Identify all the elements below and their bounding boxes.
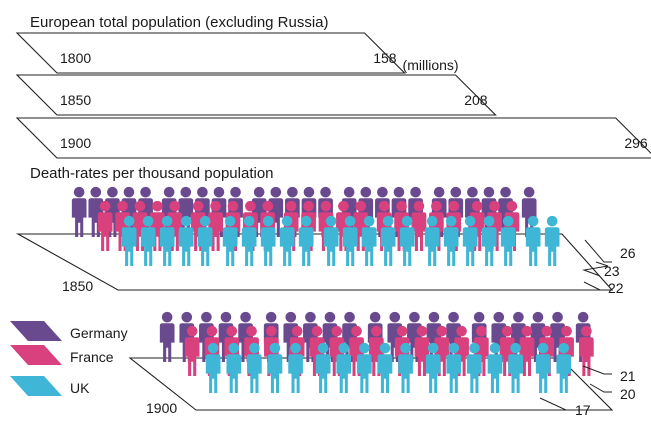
person-icon-france <box>184 325 200 376</box>
person-icon-uk <box>399 215 415 266</box>
value-step-line <box>582 365 612 375</box>
death-rate-value-label: 26 <box>620 245 636 261</box>
person-icon-uk <box>288 342 303 393</box>
person-icon-uk <box>205 342 221 393</box>
death-rate-title: Death-rates per thousand population <box>30 165 274 182</box>
legend-swatch-france <box>10 345 62 365</box>
death-rate-value-label: 21 <box>620 368 636 384</box>
person-icon-uk <box>361 215 377 266</box>
person-icon-uk <box>357 342 372 393</box>
person-icon-uk <box>481 215 497 266</box>
population-value-label: 158 <box>373 50 397 66</box>
person-icon-france <box>579 325 594 376</box>
person-icon-uk <box>500 215 516 266</box>
person-icon-uk <box>398 342 413 393</box>
person-icon-uk <box>525 215 541 266</box>
person-icon-uk <box>467 342 482 393</box>
value-step-line <box>584 239 612 263</box>
legend-swatch-uk <box>10 376 62 396</box>
population-value-label: 208 <box>464 92 488 108</box>
legend-label-uk: UK <box>70 380 90 396</box>
person-icon-uk <box>260 215 276 266</box>
person-icon-france <box>519 325 535 376</box>
population-bar-1800 <box>15 32 406 74</box>
death-rate-1900-group: 21 20 17 1900 <box>128 311 636 418</box>
death-rate-value-label: 22 <box>608 280 624 296</box>
population-bars: 1800 158 (millions) 1850 208 1900 296 <box>15 32 651 159</box>
person-icon-uk <box>443 215 459 266</box>
person-icon-uk <box>508 342 523 393</box>
population-year-label: 1900 <box>60 135 91 151</box>
death-rate-value-label: 23 <box>604 263 620 279</box>
person-icon-uk <box>336 342 352 393</box>
person-icon-uk <box>222 215 238 266</box>
person-icon-uk <box>556 342 572 393</box>
person-icon-uk <box>178 215 194 266</box>
person-icon-germany <box>159 311 175 362</box>
person-icon-uk <box>377 342 393 393</box>
death-rate-value-label: 20 <box>620 386 636 402</box>
person-icon-france <box>97 200 113 251</box>
person-icon-uk <box>226 342 242 393</box>
person-icon-uk <box>121 215 137 266</box>
person-icon-uk <box>279 215 295 266</box>
person-icon-uk <box>267 342 283 393</box>
person-icon-uk <box>462 215 478 266</box>
value-step-line <box>539 397 570 411</box>
population-year-label: 1800 <box>60 50 91 66</box>
population-bar-1900 <box>15 117 651 159</box>
person-icon-uk <box>535 342 551 393</box>
person-icon-uk <box>140 215 156 266</box>
legend: Germany France UK <box>10 321 128 396</box>
death-rate-value-label: 17 <box>575 402 591 418</box>
person-icon-germany <box>71 186 87 237</box>
population-unit-label: (millions) <box>403 57 459 73</box>
person-icon-uk <box>446 342 462 393</box>
person-icon-uk <box>197 215 213 266</box>
person-icon-uk <box>298 215 314 266</box>
death-rate-year-label: 1900 <box>146 400 177 416</box>
person-icon-france <box>414 325 430 376</box>
person-icon-uk <box>323 215 339 266</box>
value-step-line <box>583 281 604 291</box>
person-icon-uk <box>315 342 331 393</box>
population-value-label: 296 <box>624 135 648 151</box>
person-icon-france <box>411 200 427 251</box>
population-bar-1850 <box>15 74 497 116</box>
death-rate-year-label: 1850 <box>62 278 93 294</box>
population-title: European total population (excluding Rus… <box>30 14 329 31</box>
person-icon-uk <box>425 342 441 393</box>
legend-label-germany: Germany <box>70 325 128 341</box>
person-icon-uk <box>544 215 560 266</box>
value-step-line <box>582 261 609 277</box>
value-step-line <box>589 383 612 393</box>
legend-swatch-germany <box>10 321 62 341</box>
person-icon-uk <box>247 342 262 393</box>
person-icon-uk <box>487 342 503 393</box>
population-year-label: 1850 <box>60 92 91 108</box>
person-icon-uk <box>241 215 257 266</box>
person-icon-uk <box>342 215 358 266</box>
person-icon-uk <box>424 215 440 266</box>
person-icon-uk <box>159 215 175 266</box>
legend-label-france: France <box>70 349 114 365</box>
person-icon-uk <box>380 215 396 266</box>
